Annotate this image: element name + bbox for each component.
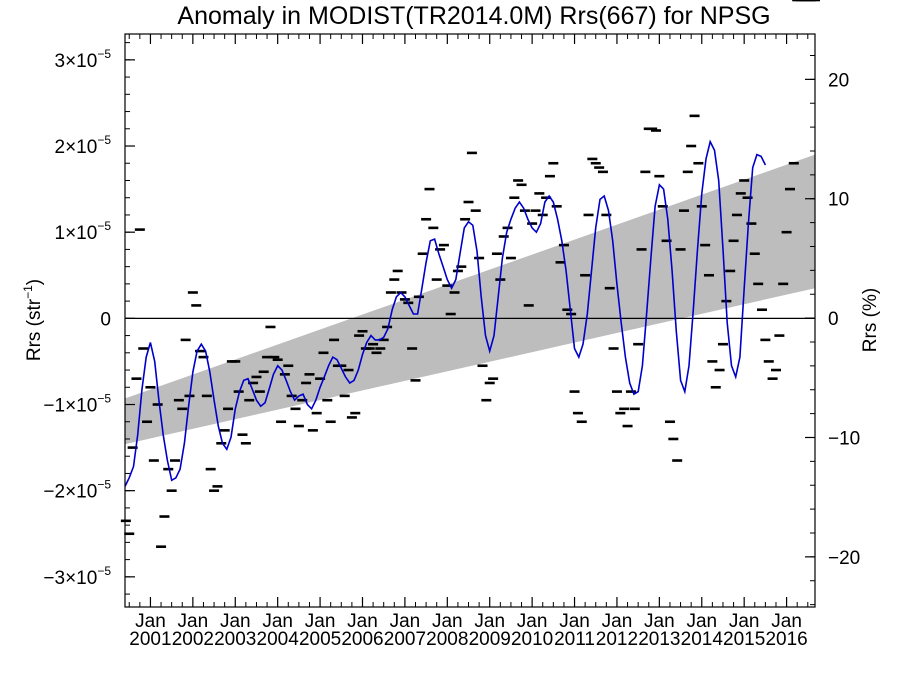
- x-tick-month-label: Jan: [644, 611, 675, 632]
- x-tick-month-label: Jan: [432, 611, 463, 632]
- x-tick-year-label: 2012: [596, 629, 638, 650]
- x-tick-month-label: Jan: [474, 611, 505, 632]
- x-tick-year-label: 2006: [341, 629, 383, 650]
- trend-band-layer: [125, 154, 815, 445]
- right-tick-label: −10: [828, 428, 860, 449]
- x-tick-year-label: 2014: [681, 629, 724, 650]
- x-tick-month-label: Jan: [178, 611, 209, 632]
- left-tick-label: 0: [100, 309, 111, 330]
- x-tick-year-label: 2016: [765, 629, 807, 650]
- right-tick-label: 10: [828, 190, 849, 211]
- left-tick-label: 1×10−5: [55, 219, 112, 244]
- x-tick-month-label: Jan: [390, 611, 421, 632]
- x-tick-year-label: 2004: [257, 629, 300, 650]
- x-tick-year-label: 2010: [511, 629, 553, 650]
- left-tick-label: 2×10−5: [55, 133, 112, 158]
- right-tick-label: 20: [828, 70, 849, 91]
- x-axis: Jan2001Jan2002Jan2003Jan2004Jan2005Jan20…: [128, 34, 809, 650]
- x-tick-year-label: 2007: [384, 629, 426, 650]
- x-tick-month-label: Jan: [517, 611, 548, 632]
- left-axis: 3×10−5 2×10−5 1×10−5 0 −1×10−5 −2×10−5 −3×10−5: [43, 42, 135, 595]
- x-tick-month-label: Jan: [559, 611, 590, 632]
- x-tick-month-label: Jan: [729, 611, 760, 632]
- left-axis-label: Rrs (str−1): [21, 279, 45, 361]
- x-tick-month-label: Jan: [686, 611, 717, 632]
- trend-band: [125, 154, 815, 445]
- x-tick-month-label: Jan: [220, 611, 251, 632]
- left-tick-label: 3×10−5: [55, 47, 112, 72]
- x-tick-year-label: 2009: [469, 629, 511, 650]
- x-tick-year-label: 2003: [214, 629, 256, 650]
- x-tick-month-label: Jan: [771, 611, 802, 632]
- smoothed-series-layer: [124, 139, 767, 487]
- x-tick-month-label: Jan: [305, 611, 336, 632]
- x-tick-year-label: 2002: [172, 629, 214, 650]
- left-tick-label: −2×10−5: [43, 478, 111, 503]
- x-tick-month-label: Jan: [602, 611, 633, 632]
- x-tick-month-label: Jan: [347, 611, 378, 632]
- left-tick-label: −1×10−5: [43, 392, 111, 417]
- x-tick-year-label: 2011: [554, 629, 595, 650]
- left-tick-label: −3×10−5: [43, 564, 111, 589]
- right-axis: 20 10 0 −10 −20: [805, 54, 860, 606]
- x-tick-month-label: Jan: [262, 611, 293, 632]
- chart-title: Anomaly in MODIST(TR2014.0M) Rrs(667) fo…: [177, 2, 770, 30]
- x-tick-year-label: 2008: [426, 629, 468, 650]
- x-tick-year-label: 2015: [723, 629, 765, 650]
- x-tick-year-label: 2013: [638, 629, 680, 650]
- x-tick-month-label: Jan: [135, 611, 166, 632]
- plot-frame: [124, 33, 816, 608]
- x-tick-year-label: 2001: [129, 629, 171, 650]
- x-tick-year-label: 2005: [299, 629, 341, 650]
- right-axis-label: Rrs (%): [860, 288, 881, 352]
- smoothed-series-line: [124, 139, 767, 487]
- right-tick-label: −20: [828, 548, 860, 569]
- right-tick-label: 0: [828, 309, 839, 330]
